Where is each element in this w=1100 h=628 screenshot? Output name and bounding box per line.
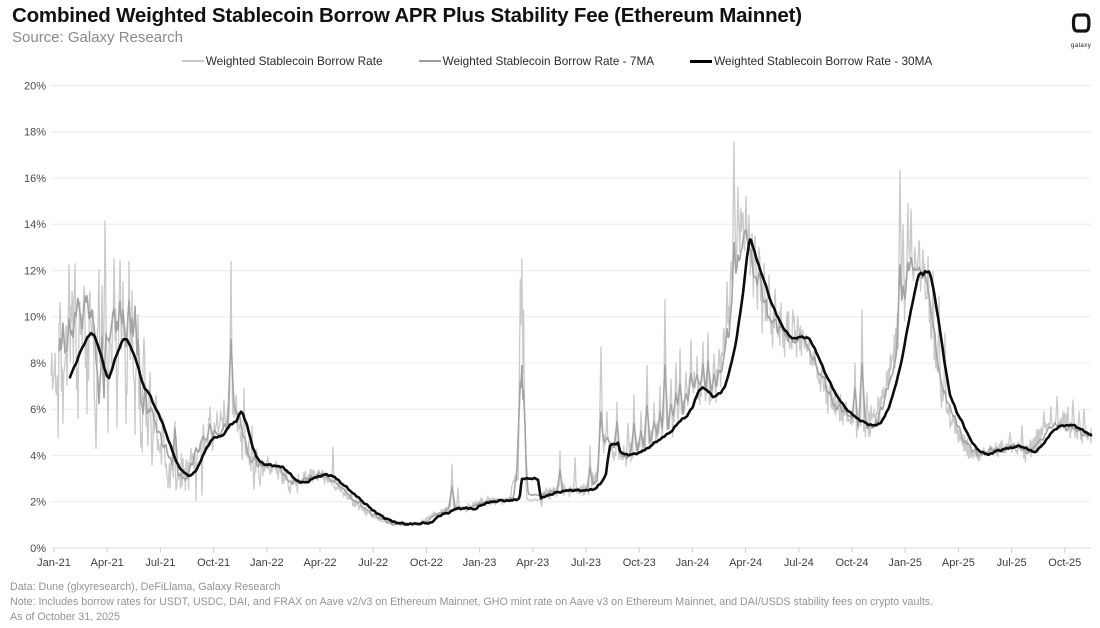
- svg-text:Jul-22: Jul-22: [358, 557, 388, 569]
- svg-text:Jan-22: Jan-22: [250, 557, 284, 569]
- svg-text:Oct-23: Oct-23: [623, 557, 656, 569]
- svg-text:Jan-23: Jan-23: [463, 557, 497, 569]
- svg-text:Oct-24: Oct-24: [835, 557, 868, 569]
- svg-text:Jul-25: Jul-25: [997, 557, 1027, 569]
- svg-text:Jul-23: Jul-23: [571, 557, 601, 569]
- svg-text:Apr-25: Apr-25: [942, 557, 975, 569]
- svg-text:16%: 16%: [24, 173, 46, 185]
- svg-text:Apr-23: Apr-23: [516, 557, 549, 569]
- svg-text:Oct-22: Oct-22: [410, 557, 443, 569]
- svg-text:Oct-21: Oct-21: [197, 557, 230, 569]
- svg-text:Apr-21: Apr-21: [91, 557, 124, 569]
- svg-text:20%: 20%: [24, 80, 46, 92]
- svg-text:12%: 12%: [24, 265, 46, 277]
- svg-text:8%: 8%: [30, 358, 46, 370]
- svg-text:2%: 2%: [30, 497, 46, 509]
- svg-text:Jul-21: Jul-21: [145, 557, 175, 569]
- svg-text:Jan-24: Jan-24: [676, 557, 710, 569]
- svg-text:6%: 6%: [30, 404, 46, 416]
- svg-text:Jan-25: Jan-25: [888, 557, 922, 569]
- svg-text:Apr-24: Apr-24: [729, 557, 762, 569]
- svg-text:Jan-21: Jan-21: [37, 557, 71, 569]
- svg-text:10%: 10%: [24, 312, 46, 324]
- svg-text:0%: 0%: [30, 543, 46, 555]
- svg-text:Apr-22: Apr-22: [303, 557, 336, 569]
- svg-text:18%: 18%: [24, 127, 46, 139]
- svg-text:Jul-24: Jul-24: [784, 557, 814, 569]
- svg-text:4%: 4%: [30, 450, 46, 462]
- svg-text:Oct-25: Oct-25: [1048, 557, 1081, 569]
- svg-text:14%: 14%: [24, 219, 46, 231]
